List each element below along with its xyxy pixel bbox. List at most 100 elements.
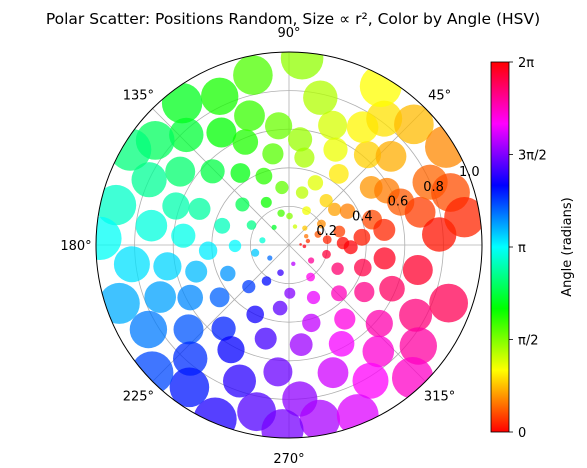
scatter-point xyxy=(353,141,382,169)
angle-tick-label: 90° xyxy=(277,26,300,41)
colorbar-tick-label: 2π xyxy=(518,56,534,71)
scatter-point xyxy=(234,100,265,132)
scatter-point xyxy=(302,206,311,216)
scatter-point xyxy=(292,224,298,229)
scatter-point xyxy=(144,281,176,313)
scatter-point xyxy=(425,125,468,168)
scatter-point xyxy=(201,77,239,116)
scatter-point xyxy=(96,216,122,260)
scatter-point xyxy=(275,180,289,195)
radial-tick-label: 0.6 xyxy=(388,195,409,210)
scatter-point xyxy=(284,287,296,299)
scatter-point xyxy=(308,257,315,264)
scatter-point xyxy=(162,192,190,220)
scatter-point xyxy=(379,275,405,302)
scatter-point xyxy=(291,261,296,266)
scatter-point xyxy=(331,285,347,302)
scatter-point xyxy=(399,327,437,365)
scatter-point xyxy=(322,249,331,259)
scatter-point xyxy=(354,258,372,277)
scatter-point xyxy=(322,235,332,245)
colorbar-tick-label: 3π/2 xyxy=(518,149,547,164)
scatter-point xyxy=(232,129,259,155)
scatter-point xyxy=(272,300,288,316)
scatter-point xyxy=(302,225,308,231)
colorbar-tick-label: π xyxy=(518,241,526,256)
scatter-point xyxy=(339,203,356,219)
scatter-point xyxy=(299,399,340,438)
scatter-point xyxy=(254,327,277,350)
scatter-point xyxy=(173,341,208,376)
scatter-point xyxy=(262,143,284,165)
scatter-point xyxy=(135,209,168,242)
scatter-point xyxy=(246,220,257,230)
scatter-point xyxy=(267,255,273,261)
scatter-point xyxy=(306,272,315,282)
scatter-point xyxy=(288,127,313,152)
scatter-point xyxy=(209,287,230,308)
scatter-point xyxy=(193,397,237,438)
scatter-point xyxy=(206,117,237,148)
scatter-point xyxy=(188,197,211,220)
scatter-point xyxy=(373,218,396,241)
scatter-point xyxy=(246,305,264,324)
radial-tick-label: 0.4 xyxy=(352,210,373,225)
angle-tick-label: 180° xyxy=(60,239,91,254)
scatter-point xyxy=(217,336,245,364)
colorbar-ticks: 0 π/2 π 3π/2 2π xyxy=(509,56,547,441)
angle-tick-label: 45° xyxy=(428,88,451,103)
scatter-point xyxy=(263,357,293,387)
colorbar-tick-label: 0 xyxy=(518,426,526,441)
scatter-point xyxy=(328,331,355,357)
scatter-point xyxy=(211,316,236,341)
scatter-point xyxy=(402,255,433,285)
scatter-point xyxy=(302,313,321,333)
scatter-point xyxy=(265,112,293,140)
scatter-point xyxy=(353,228,371,246)
scatter-point xyxy=(233,55,273,95)
scatter-point xyxy=(230,163,251,183)
scatter-point xyxy=(277,209,285,217)
scatter-point xyxy=(113,246,150,283)
scatter-point xyxy=(255,167,273,185)
scatter-point xyxy=(365,309,393,338)
scatter-point xyxy=(260,196,272,208)
scatter-point xyxy=(294,147,315,168)
scatter-point xyxy=(259,237,266,244)
scatter-point xyxy=(336,394,379,436)
scatter-point xyxy=(399,298,433,332)
radial-tick-labels: 0.2 0.4 0.6 0.8 1.0 xyxy=(316,165,479,239)
scatter-point xyxy=(305,238,311,244)
scatter-point xyxy=(261,276,272,286)
scatter-point xyxy=(319,194,333,208)
scatter-point xyxy=(271,224,277,230)
scatter-point xyxy=(220,265,236,282)
radial-tick-label: 0.2 xyxy=(316,224,337,239)
scatter-point xyxy=(299,243,302,246)
scatter-point xyxy=(235,197,250,212)
scatter-point xyxy=(331,262,344,275)
scatter-point xyxy=(429,283,468,323)
scatter-points xyxy=(96,52,482,438)
scatter-point xyxy=(173,314,204,345)
scatter-point xyxy=(302,244,307,249)
scatter-point xyxy=(242,280,256,294)
colorbar-gradient xyxy=(490,61,510,433)
scatter-point xyxy=(169,367,210,408)
scatter-point xyxy=(289,333,313,356)
scatter-point xyxy=(307,175,324,191)
scatter-point xyxy=(317,357,349,389)
scatter-point xyxy=(280,52,324,80)
scatter-point xyxy=(375,141,407,172)
scatter-point xyxy=(131,162,167,198)
scatter-point xyxy=(314,230,322,238)
scatter-point xyxy=(96,184,137,226)
angle-tick-labels: 0°45°90°135°180°225°270°315° xyxy=(60,26,509,467)
scatter-point xyxy=(277,269,284,277)
scatter-point xyxy=(366,100,403,137)
scatter-point xyxy=(304,234,309,239)
scatter-point xyxy=(394,104,434,145)
scatter-point xyxy=(200,159,225,184)
scatter-point xyxy=(328,164,349,184)
scatter-point xyxy=(317,219,326,229)
